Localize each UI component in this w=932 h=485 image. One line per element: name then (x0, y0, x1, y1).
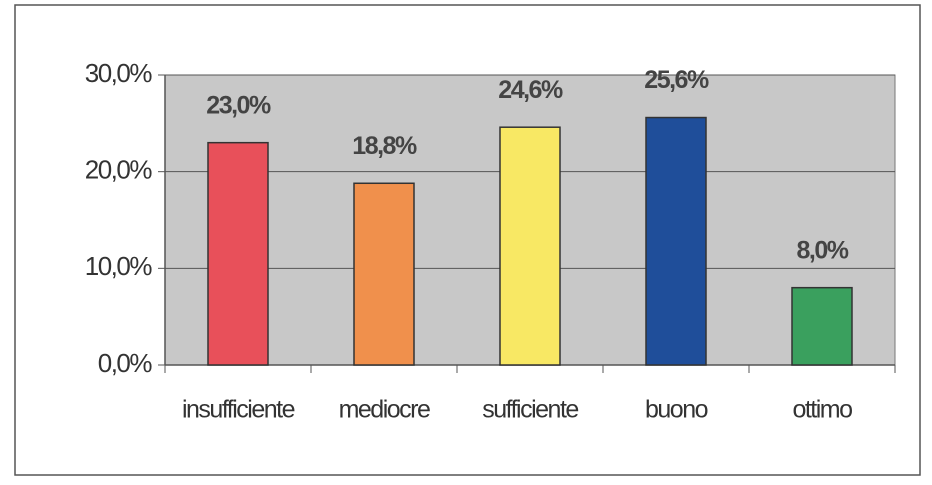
bar (499, 126, 561, 366)
y-tick-label: 0,0% (98, 348, 153, 378)
y-tick-label: 20,0% (85, 155, 153, 185)
bar (645, 116, 707, 366)
value-label: 8,0% (797, 236, 849, 264)
x-tick-label: insufficiente (182, 396, 295, 424)
value-label: 18,8% (352, 132, 417, 160)
y-tick-label: 30,0% (85, 58, 153, 88)
bar (207, 141, 269, 366)
x-tick-label: sufficiente (482, 396, 578, 424)
y-tick-label: 10,0% (85, 251, 153, 281)
x-tick-label: mediocre (339, 396, 430, 424)
x-tick-label: buono (645, 396, 708, 424)
bar (791, 286, 853, 366)
bar (353, 182, 415, 366)
x-tick-label: ottimo (792, 396, 852, 424)
value-label: 25,6% (644, 66, 709, 94)
value-label: 23,0% (206, 91, 271, 119)
value-label: 24,6% (498, 76, 563, 104)
